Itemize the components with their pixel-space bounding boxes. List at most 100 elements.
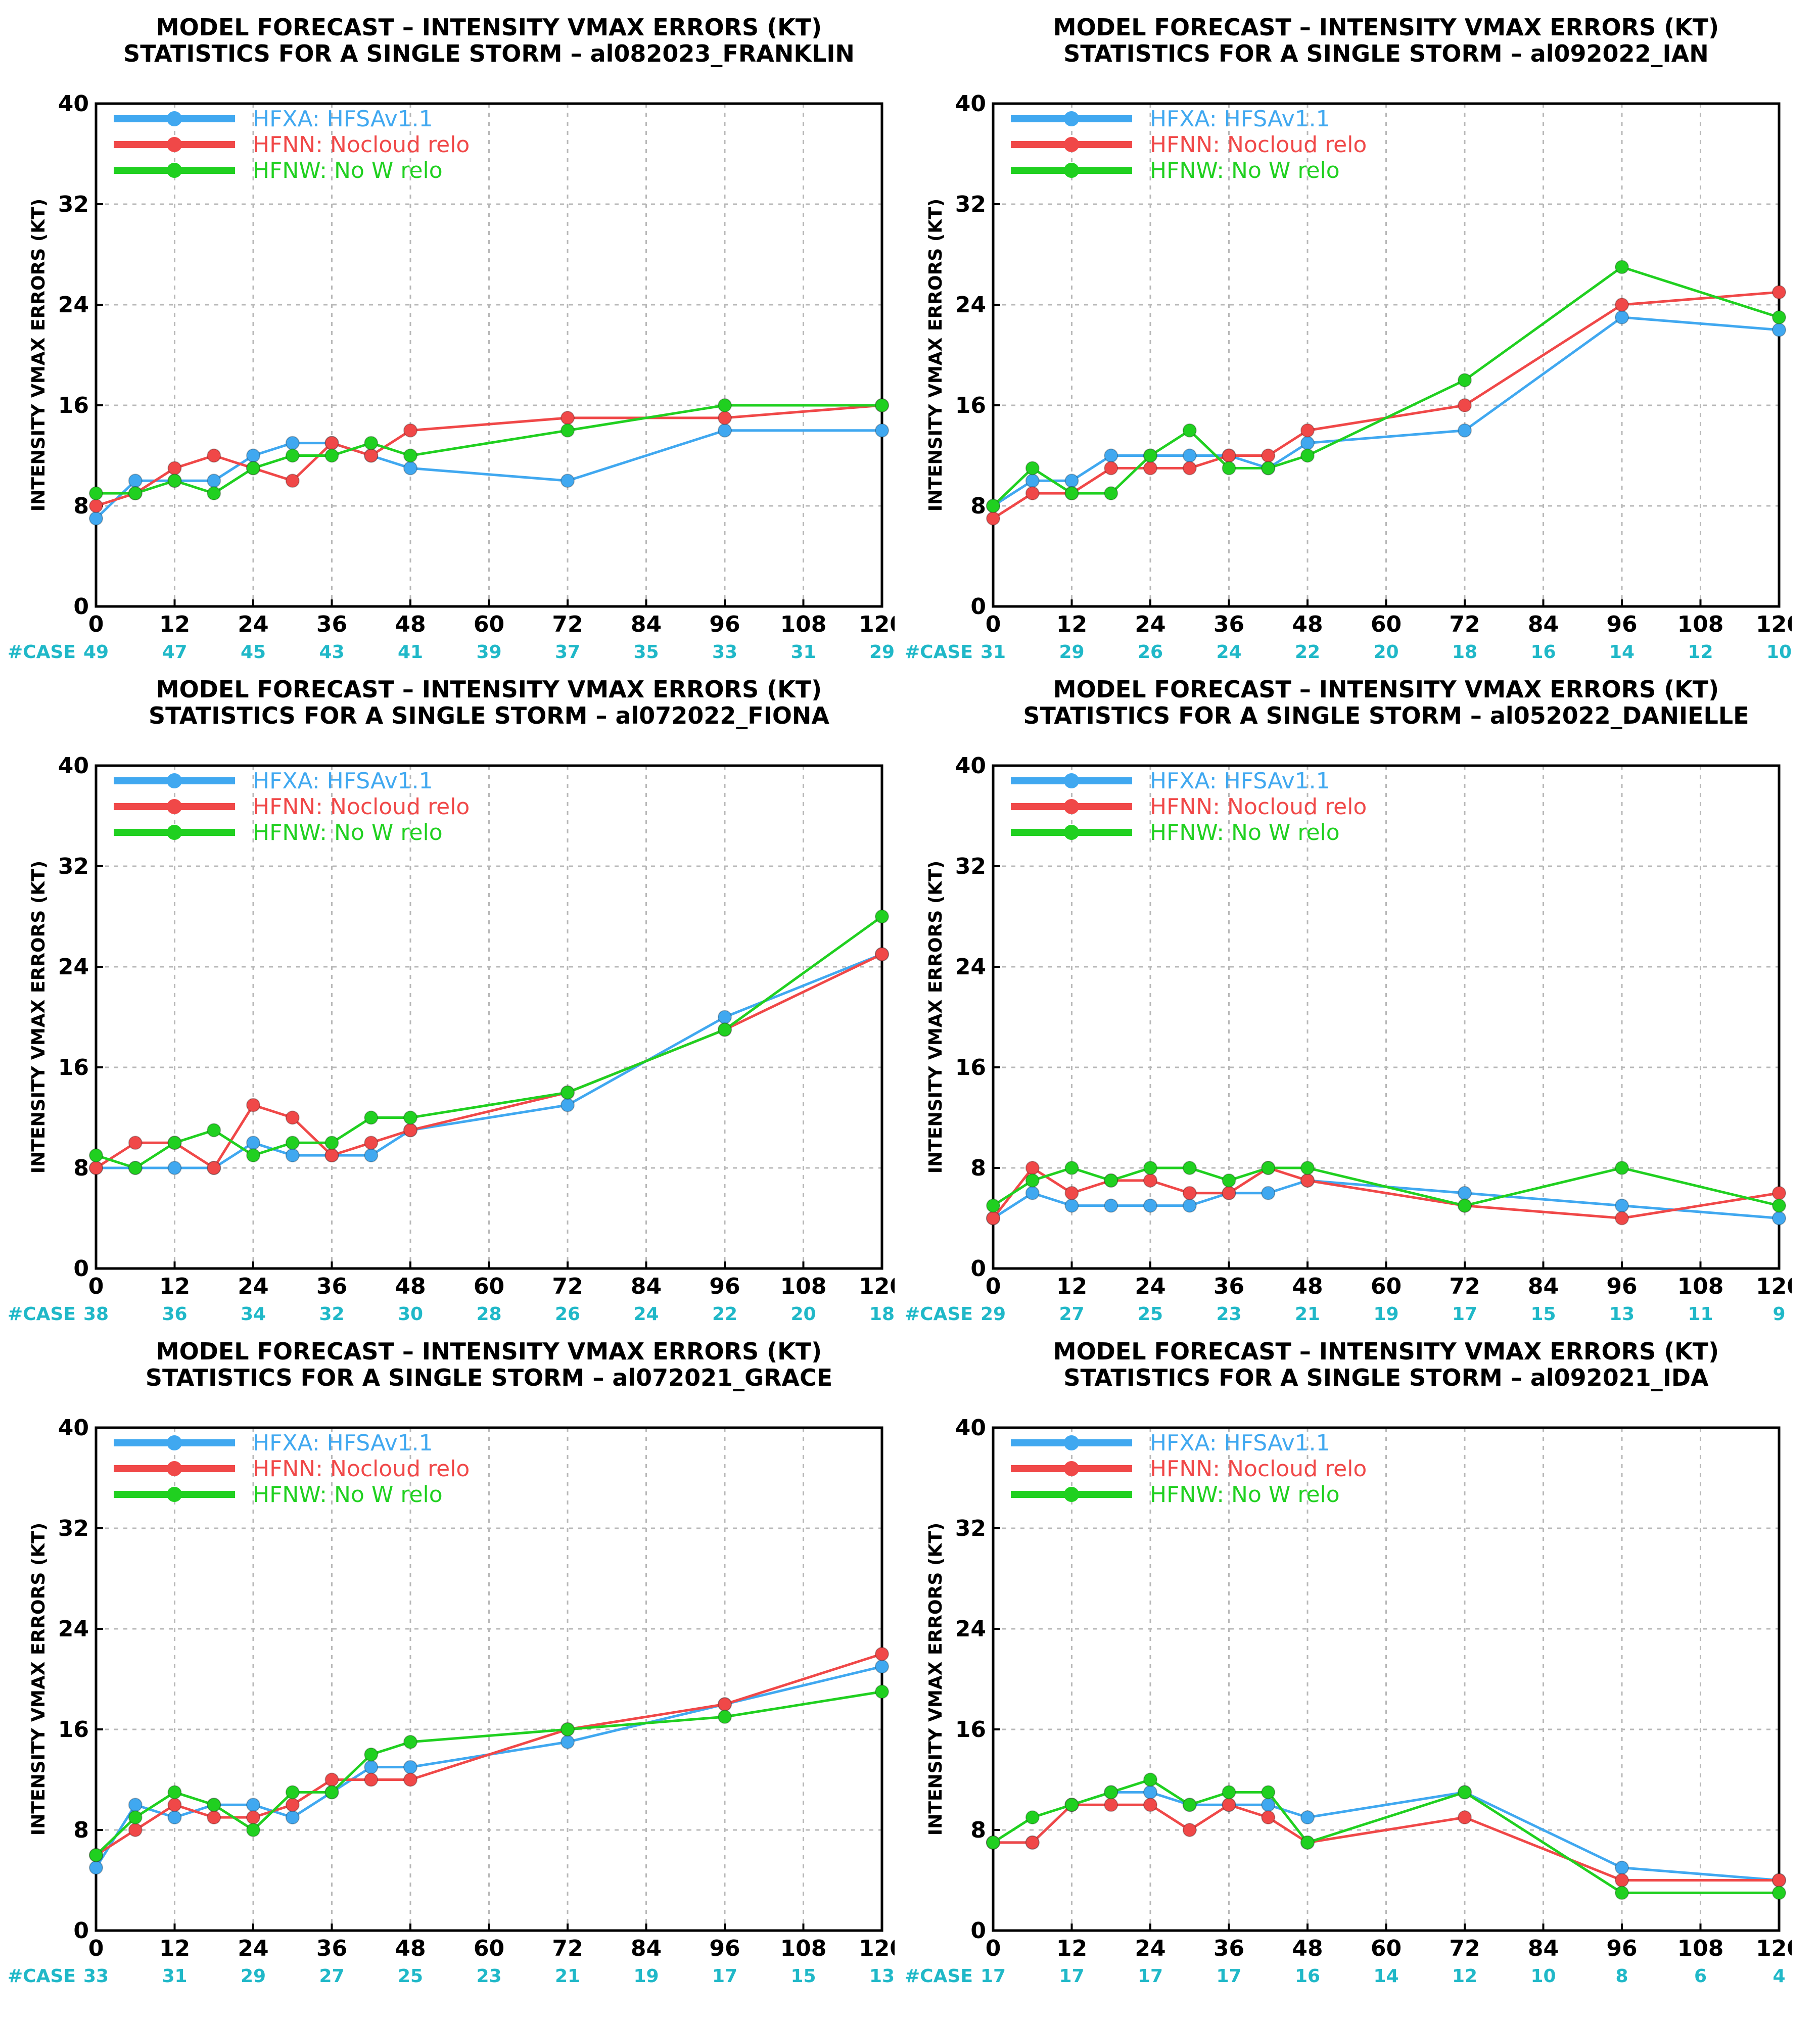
data-point <box>1458 373 1472 388</box>
data-point <box>285 1148 300 1163</box>
data-point <box>207 486 221 501</box>
y-tick-label: 40 <box>58 1415 89 1441</box>
data-point <box>1772 1211 1786 1226</box>
data-point <box>718 398 732 412</box>
data-point <box>167 1798 182 1812</box>
grid-lines <box>993 766 1779 1268</box>
data-point <box>1261 1186 1276 1200</box>
case-count: 29 <box>869 642 895 662</box>
data-point <box>403 461 417 476</box>
case-count: 12 <box>1688 642 1713 662</box>
x-tick-label: 48 <box>395 1936 426 1961</box>
y-tick-label: 32 <box>58 1516 89 1541</box>
y-tick-label: 0 <box>73 1918 89 1944</box>
data-point <box>364 1772 379 1787</box>
series-line <box>992 1166 1780 1219</box>
data-point <box>1104 1798 1118 1812</box>
chart-panel-1: MODEL FORECAST – INTENSITY VMAX ERRORS (… <box>8 14 895 662</box>
data-point <box>246 448 260 463</box>
data-point <box>1458 1785 1472 1800</box>
series-line <box>95 1665 882 1868</box>
data-point <box>875 1647 889 1661</box>
case-count: 33 <box>83 1966 109 1986</box>
data-point <box>561 1722 575 1736</box>
x-tick-label: 0 <box>88 612 104 637</box>
data-point <box>285 474 300 488</box>
data-point <box>1458 1186 1472 1200</box>
data-point <box>403 1123 417 1138</box>
data-point <box>1143 461 1157 476</box>
case-count: 12 <box>1452 1966 1477 1986</box>
y-tick-label: 32 <box>58 192 89 217</box>
legend-entry: HFNN: Nocloud relo <box>1150 132 1367 158</box>
case-count: 30 <box>398 1304 423 1324</box>
x-tick-label: 96 <box>1606 1274 1637 1299</box>
legend-entry: HFXA: HFSAv1.1 <box>1150 1430 1330 1456</box>
case-count: 19 <box>1373 1304 1398 1324</box>
x-tick-label: 108 <box>780 612 827 637</box>
data-point <box>89 1161 103 1175</box>
series-line <box>993 1803 1779 1882</box>
data-point <box>1025 486 1040 501</box>
data-point <box>167 1136 182 1150</box>
data-point <box>1300 448 1315 463</box>
data-point <box>1772 1186 1786 1200</box>
data-point <box>1458 1198 1472 1213</box>
data-point <box>285 436 300 450</box>
y-axis-label: INTENSITY VMAX ERRORS (KT) <box>925 199 946 511</box>
data-point <box>403 1772 417 1787</box>
y-tick-label: 0 <box>970 1256 986 1282</box>
data-point <box>1025 1161 1040 1175</box>
data-point <box>1104 448 1118 463</box>
y-tick-label: 8 <box>73 1817 89 1843</box>
case-count: 4 <box>1772 1966 1785 1986</box>
case-count: 15 <box>790 1966 816 1986</box>
data-point <box>364 1760 379 1774</box>
case-count: 17 <box>1059 1966 1084 1986</box>
data-point <box>875 423 889 438</box>
data-point <box>167 474 182 488</box>
data-point <box>285 1798 300 1812</box>
data-point <box>1222 1186 1236 1200</box>
x-tick-label: 72 <box>552 1936 583 1961</box>
data-point <box>1143 1772 1157 1787</box>
case-count: 31 <box>790 642 816 662</box>
data-point <box>718 1022 732 1037</box>
data-point <box>1025 474 1040 488</box>
case-count: 33 <box>712 642 737 662</box>
case-label: #CASE <box>8 1966 76 1986</box>
data-point <box>1772 310 1786 324</box>
data-point <box>1025 461 1040 476</box>
x-tick-label: 24 <box>1135 612 1165 637</box>
case-count: 34 <box>241 1304 266 1324</box>
data-point <box>1182 423 1197 438</box>
y-axis-label: INTENSITY VMAX ERRORS (KT) <box>28 1523 49 1836</box>
data-point <box>1222 1785 1236 1800</box>
x-tick-label: 96 <box>709 1274 740 1299</box>
data-point <box>1182 461 1197 476</box>
legend-marker <box>167 825 182 840</box>
case-count: 23 <box>1216 1304 1241 1324</box>
x-tick-label: 108 <box>1677 612 1724 637</box>
legend-entry: HFNW: No W relo <box>1150 1482 1340 1508</box>
legend-entry: HFNN: Nocloud relo <box>1150 794 1367 820</box>
x-tick-label: 108 <box>780 1936 827 1961</box>
y-tick-label: 0 <box>970 1918 986 1944</box>
x-tick-label: 36 <box>1214 1274 1244 1299</box>
chart-panel-4: MODEL FORECAST – INTENSITY VMAX ERRORS (… <box>905 676 1792 1324</box>
grid-lines <box>993 1428 1779 1931</box>
x-tick-label: 84 <box>631 612 662 637</box>
data-point <box>128 1823 143 1837</box>
data-point <box>1615 1198 1629 1213</box>
x-tick-label: 96 <box>1606 612 1637 637</box>
chart-title: MODEL FORECAST – INTENSITY VMAX ERRORS (… <box>156 676 822 703</box>
data-point <box>1458 1810 1472 1825</box>
data-point <box>167 461 182 476</box>
chart-title: MODEL FORECAST – INTENSITY VMAX ERRORS (… <box>1053 1338 1719 1365</box>
x-tick-label: 72 <box>552 1274 583 1299</box>
data-point <box>1064 1186 1079 1200</box>
case-count: 17 <box>1452 1304 1477 1324</box>
